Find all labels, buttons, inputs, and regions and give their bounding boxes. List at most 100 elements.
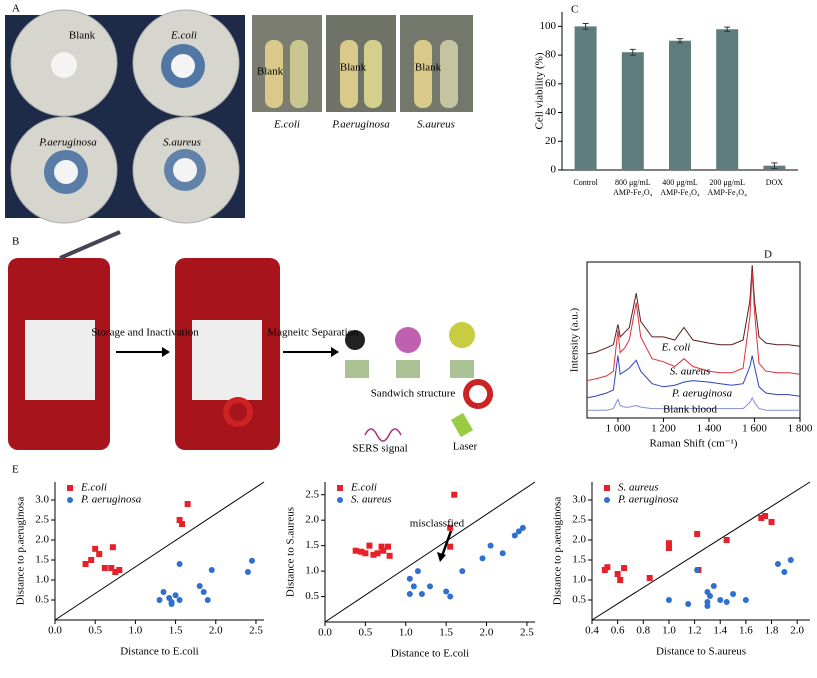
series-label: E. coli: [661, 342, 691, 354]
arrow: [283, 347, 339, 357]
point: [370, 551, 377, 558]
legend-label: S. aureus: [351, 494, 392, 506]
point: [758, 515, 765, 521]
x-tick-label: 800 μg/mL AMP-Fe₃O₄: [613, 178, 653, 197]
point: [410, 583, 417, 590]
y-tick-label: 2.5: [305, 488, 319, 500]
y-tick-label: 3.0: [35, 494, 49, 506]
x-tick-label: 0.5: [88, 625, 102, 637]
point: [704, 603, 711, 609]
laser-label: Laser: [453, 441, 478, 453]
y-tick-label: 0.5: [305, 590, 319, 602]
point: [406, 575, 413, 582]
point: [168, 601, 175, 607]
x-tick-label: 1.6: [739, 625, 753, 637]
point: [108, 565, 115, 571]
bar: [669, 40, 691, 171]
y-tick-label: 80: [545, 49, 557, 61]
x-tick-label: 0.4: [585, 625, 599, 637]
series-label: P. aeruginosa: [671, 388, 733, 400]
y-tick-label: 2.5: [35, 514, 49, 526]
x-tick-label: 400 μg/mL AMP-Fe₃O₄: [660, 178, 700, 197]
point: [710, 583, 717, 589]
point: [160, 589, 167, 595]
point: [511, 532, 518, 539]
point: [447, 593, 454, 600]
signal-label: SERS signal: [352, 443, 407, 455]
legend-label: E.coli: [350, 482, 377, 494]
point: [479, 555, 486, 562]
x-tick-label: 1.5: [439, 627, 453, 639]
point: [447, 543, 454, 550]
point: [768, 519, 775, 525]
tube-caption: S.aureus: [417, 119, 455, 131]
x-tick-label: 1.0: [129, 625, 143, 637]
bar: [716, 29, 739, 171]
legend-label: P. aeruginosa: [617, 494, 679, 506]
y-tick-label: 1.5: [305, 539, 319, 551]
point: [443, 588, 450, 595]
panel-label: E: [12, 464, 19, 476]
legend-swatch: [337, 485, 343, 491]
point: [200, 589, 207, 595]
x-tick-label: 1.0: [399, 627, 413, 639]
x-tick-label: 0.0: [48, 625, 62, 637]
x-tick-label: 1.8: [765, 625, 779, 637]
point: [204, 597, 211, 603]
bar: [574, 26, 597, 171]
point: [352, 547, 359, 554]
y-tick-label: 1.5: [572, 554, 586, 566]
error-bar: [629, 48, 636, 56]
x-tick-label: 2.0: [480, 627, 494, 639]
dish-label: Blank: [69, 30, 96, 42]
point: [706, 593, 713, 599]
point: [604, 564, 611, 571]
point: [82, 561, 89, 567]
x-tick-label: 2.5: [520, 627, 534, 639]
point: [362, 550, 369, 557]
point: [451, 491, 458, 498]
x-tick-label: 200 μg/mL AMP-Fe₃O₄: [707, 178, 747, 197]
point: [787, 557, 794, 563]
y-tick-label: 60: [545, 77, 557, 89]
point: [184, 501, 191, 507]
y-axis-label: Distance to S.aureus: [285, 507, 297, 597]
point: [176, 517, 183, 523]
x-tick-label: 1.4: [713, 625, 727, 637]
x-tick-label: 1.5: [169, 625, 183, 637]
panel-label: B: [12, 236, 19, 248]
panel-label: C: [571, 4, 578, 16]
x-axis-label: Distance to E.coli: [120, 646, 199, 658]
point: [112, 569, 119, 575]
y-axis-label: Intensity (a.u.): [569, 307, 581, 372]
y-tick-label: 2.5: [572, 514, 586, 526]
x-tick-label: DOX: [765, 178, 784, 187]
x-tick-label: 0.5: [359, 627, 373, 639]
point: [694, 531, 701, 537]
point: [781, 569, 788, 575]
point: [774, 561, 781, 567]
diagonal: [591, 481, 811, 621]
y-tick-label: 0: [551, 164, 557, 176]
y-tick-label: 1.0: [572, 574, 586, 586]
point: [614, 571, 621, 577]
diagonal: [324, 481, 536, 623]
point: [208, 567, 215, 573]
x-tick-label: 1 200: [651, 423, 676, 435]
point: [646, 575, 653, 581]
structure-label: Sandwich structure: [371, 388, 456, 400]
y-tick-label: 2.0: [35, 534, 49, 546]
series-label: S. aureus: [670, 366, 711, 378]
error-bar: [677, 38, 683, 44]
point: [665, 597, 672, 603]
annotation-arrow: [440, 530, 453, 557]
panel-label: D: [764, 249, 772, 261]
point: [366, 542, 373, 549]
x-tick-label: 1.0: [662, 625, 676, 637]
blood-bag: [8, 230, 121, 450]
series-label: Blank blood: [663, 404, 718, 416]
point: [519, 524, 526, 531]
tube-label: Blank: [340, 62, 367, 74]
annotation-arrowhead: [437, 552, 446, 562]
